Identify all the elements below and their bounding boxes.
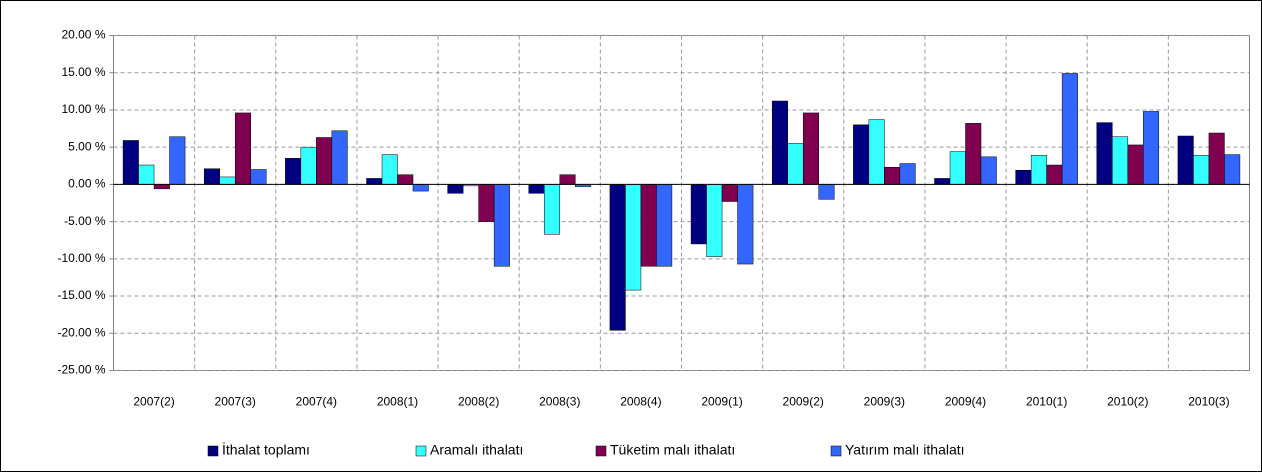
y-tick-label: 5.00 % [68,139,106,153]
plot-area [113,35,1250,371]
x-tick-label: 2007(4) [296,395,337,409]
y-tick-label: -15.00 % [57,288,105,302]
bar [381,154,398,185]
bar [690,184,707,245]
bar [980,156,997,185]
bar [771,100,788,185]
bar [153,184,170,190]
bar [1177,135,1194,185]
bar [625,184,642,291]
x-tick-label: 2008(1) [377,395,418,409]
bar [412,184,429,192]
bar [447,184,464,194]
bar [1046,164,1063,185]
bar [493,184,510,267]
bar [706,184,723,257]
bar [884,167,901,185]
legend-label: İthalat toplamı [222,441,310,458]
bar [965,123,982,185]
bar [478,184,495,222]
legend-label: Aramalı ithalatı [430,442,523,458]
legend-swatch [595,445,607,457]
y-tick-label: 20.00 % [61,28,105,42]
bar [640,184,657,267]
bar [559,174,576,185]
bar [285,158,302,185]
x-tick-label: 2008(2) [458,395,499,409]
legend-swatch [830,445,842,457]
bar [1143,111,1160,185]
bar [853,124,870,185]
bar [787,143,804,185]
x-tick-label: 2007(2) [133,395,174,409]
bar [656,184,673,267]
bar [609,184,626,331]
y-tick-label: 15.00 % [61,65,105,79]
bar [203,168,220,185]
bar [1193,155,1210,185]
x-tick-label: 2007(3) [215,395,256,409]
bar [234,112,251,185]
bar [802,112,819,185]
bar [138,164,155,185]
y-tick-label: -25.00 % [57,363,105,377]
x-tick-label: 2008(3) [539,395,580,409]
bar [397,174,414,185]
bar [1208,132,1225,185]
bar [868,119,885,185]
y-tick-label: 0.00 % [68,177,106,191]
bar [528,184,545,194]
x-tick-label: 2010(3) [1188,395,1229,409]
bar [1096,122,1113,185]
x-tick-label: 2009(4) [945,395,986,409]
y-tick-label: 10.00 % [61,102,105,116]
y-tick-label: -5.00 % [64,214,106,228]
x-tick-label: 2010(1) [1026,395,1067,409]
y-tick-label: -10.00 % [57,251,105,265]
bar [544,184,561,235]
bar [721,184,738,202]
bar [934,178,951,185]
legend-swatch [207,445,219,457]
legend-swatch [415,445,427,457]
bar [949,151,966,185]
x-tick-label: 2008(4) [620,395,661,409]
bar [737,184,754,265]
bar [818,184,835,200]
bar [300,146,317,185]
bar [250,169,267,185]
bar [366,178,383,185]
x-tick-label: 2010(2) [1107,395,1148,409]
bar [1112,136,1129,185]
bar [1030,155,1047,185]
legend-label: Yatırım malı ithalatı [845,442,965,458]
bar [1224,154,1241,185]
bar [219,176,236,185]
legend-label: Tüketim malı ithalatı [610,442,735,458]
bar [1127,144,1144,185]
bar [331,130,348,185]
bar [169,136,186,185]
bar [899,163,916,185]
x-tick-label: 2009(3) [864,395,905,409]
bar [1061,73,1078,185]
y-tick-label: -20.00 % [57,325,105,339]
x-tick-label: 2009(1) [701,395,742,409]
bar [122,140,139,185]
bar [1015,169,1032,185]
x-tick-label: 2009(2) [783,395,824,409]
bar [316,137,333,185]
